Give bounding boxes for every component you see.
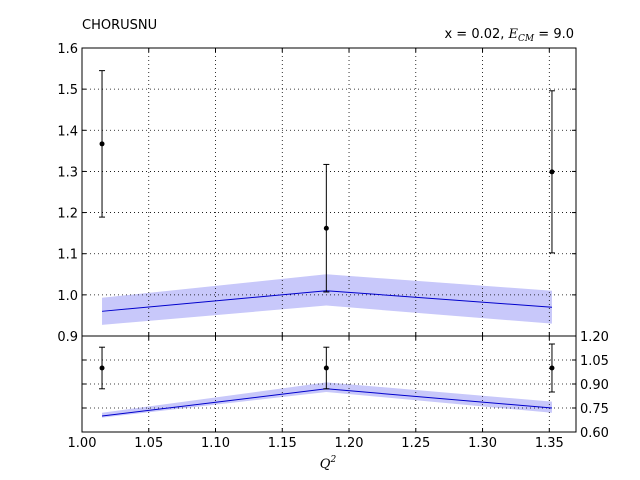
main-y-tick-label: 1.3 [57, 165, 78, 180]
ratio-data-point [323, 365, 329, 371]
x-tick-label: 1.25 [401, 436, 430, 451]
x-tick-label: 1.10 [201, 436, 230, 451]
x-tick-label: 1.35 [535, 436, 564, 451]
main-y-tick-label: 1.5 [57, 83, 78, 98]
chart-title: CHORUSNU [82, 18, 157, 33]
ratio-data-point [549, 365, 555, 371]
ratio-y-tick-label: 1.05 [580, 354, 609, 369]
main-y-tick-label: 1.2 [57, 207, 78, 222]
x-tick-label: 1.30 [468, 436, 497, 451]
x-axis-label: Q2 [320, 455, 337, 472]
main-data-point [549, 169, 555, 175]
annotation-prefix: x = 0.02, [444, 27, 508, 42]
x-tick-label: 1.00 [68, 436, 97, 451]
ratio-y-tick-label: 0.90 [580, 378, 609, 393]
annotation-suffix: = 9.0 [534, 27, 574, 42]
x-tick-label: 1.15 [268, 436, 297, 451]
ratio-y-tick-label: 0.75 [580, 402, 609, 417]
x-axis-label-sup: 2 [329, 455, 336, 465]
ratio-data-point [99, 365, 105, 371]
ratio-y-tick-label: 0.60 [580, 426, 609, 441]
x-tick-label: 1.05 [134, 436, 163, 451]
ratio-panel: 0.60 0.75 0.90 1.05 1.20 [81, 330, 609, 441]
main-panel: 0.9 1.0 1.1 1.2 1.3 1.4 1.5 1.6 [57, 42, 577, 345]
ratio-y-tick-label: 1.20 [580, 330, 609, 345]
main-y-tick-label: 1.6 [57, 42, 78, 57]
x-tick-label: 1.20 [335, 436, 364, 451]
kinematics-annotation: x = 0.02, ECM = 9.0 [444, 27, 574, 44]
main-data-point [99, 141, 105, 147]
annotation-subscript: CM [518, 34, 535, 44]
main-y-tick-label: 1.0 [57, 289, 78, 304]
main-data-point [323, 225, 329, 231]
annotation-symbol: E [508, 27, 519, 42]
main-y-tick-label: 1.4 [57, 124, 78, 139]
ratio-theory-band [102, 382, 552, 418]
main-y-tick-label: 1.1 [57, 248, 78, 263]
x-axis-label-base: Q [320, 457, 331, 472]
ratio-theory-line [101, 388, 553, 417]
main-theory-band [102, 274, 552, 325]
plot-layer: 0.9 1.0 1.1 1.2 1.3 1.4 1.5 1.6 0.60 0.75 0.90 1.05… [57, 42, 609, 451]
main-y-tick-label: 0.9 [57, 330, 78, 345]
